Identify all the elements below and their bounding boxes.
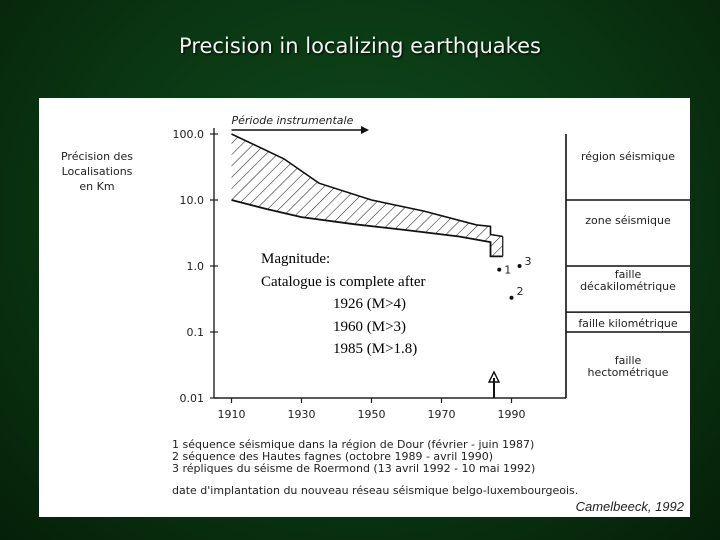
x-tick-label: 1910 [218, 408, 246, 421]
footnote: 1 séquence séismique dans la région de D… [172, 438, 534, 451]
credit: Camelbeeck, 1992 [575, 499, 684, 514]
zone-label: décakilométrique [580, 280, 676, 293]
event-point-label: 2 [517, 285, 524, 298]
footnote: date d'implantation du nouveau réseau sé… [172, 484, 578, 497]
footnote: 3 répliques du séisme de Roermond (13 av… [172, 462, 535, 475]
event-point-label: 1 [504, 264, 511, 277]
overlay-line: Catalogue is complete after [261, 273, 426, 290]
zone-label: région séismique [581, 150, 675, 163]
event-point [509, 295, 514, 300]
x-tick-label: 1970 [428, 408, 456, 421]
figure-panel: 100.0 10.0 1.0 0.1 0.01 1910 1930 1950 1970 1990 P… [39, 98, 690, 517]
zone-label: faille [615, 354, 642, 367]
y-tick-label: 1.0 [187, 260, 205, 273]
network-arrow-head [487, 370, 501, 383]
x-tick-label: 1930 [288, 408, 316, 421]
zone-label: faille [615, 268, 642, 281]
overlay-heading: Magnitude: [261, 251, 331, 267]
y-tick-label: 0.01 [180, 392, 205, 405]
y-tick-label: 10.0 [180, 194, 205, 207]
y-axis-label: Précision des [61, 150, 133, 163]
y-axis-label: Localisations [62, 165, 133, 178]
event-point [517, 264, 522, 268]
x-tick-label: 1950 [358, 408, 386, 421]
overlay-item: 1960 (M>3) [333, 318, 407, 335]
upper-bound-line [231, 133, 503, 238]
lower-bound-line [231, 199, 503, 258]
overlay-item: 1926 (M>4) [333, 296, 407, 312]
slide-title: Precision in localizing earthquakes [179, 34, 541, 58]
y-axis-label: en Km [79, 180, 114, 193]
period-arrow-head [361, 126, 369, 134]
period-label: Période instrumentale [232, 114, 354, 127]
event-point-label: 3 [525, 255, 532, 268]
overlay-item: 1985 (M>1.8) [333, 341, 418, 357]
zone-label: hectométrique [588, 366, 669, 379]
precision-chart: 100.0 10.0 1.0 0.1 0.01 1910 1930 1950 1970 1990 P… [61, 114, 690, 497]
y-tick-label: 100.0 [173, 128, 205, 141]
zone-label: zone séismique [585, 214, 671, 227]
zone-label: faille kilométrique [578, 317, 678, 330]
event-point [497, 267, 502, 272]
x-tick-label: 1990 [498, 408, 526, 421]
y-tick-label: 0.1 [187, 326, 205, 339]
magnitude-overlay: Magnitude: Catalogue is complete after 1… [261, 248, 426, 361]
footnote: 2 séquence des Hautes fagnes (octobre 19… [172, 450, 493, 463]
precision-band [231, 134, 503, 257]
